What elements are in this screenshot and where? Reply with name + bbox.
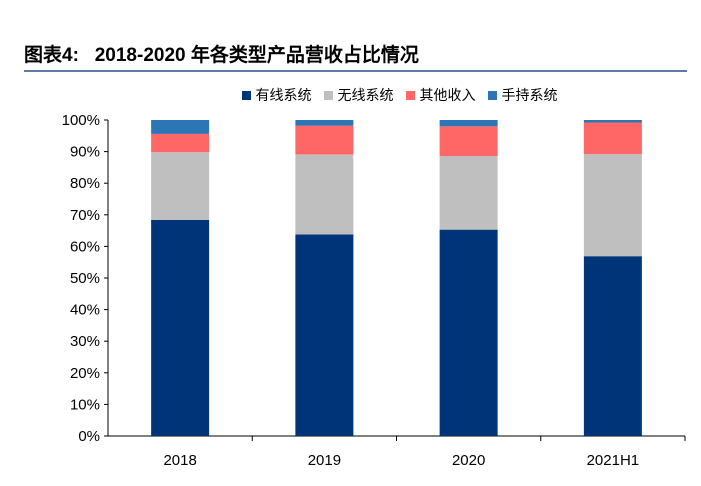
bar-segment (583, 256, 642, 436)
legend-swatch (405, 90, 415, 100)
bar-segment (583, 122, 642, 155)
y-tick-label: 60% (70, 238, 100, 255)
y-tick-label: 90% (70, 144, 100, 161)
legend: 有线系统 无线系统 其他收入 手持系统 (55, 85, 701, 105)
x-tick-label: 2018 (163, 452, 196, 469)
bar-segment (151, 133, 210, 153)
bar-segment (151, 120, 210, 134)
legend-swatch (323, 90, 333, 100)
legend-label: 无线系统 (337, 88, 394, 104)
bar-segment (439, 156, 498, 230)
legend-swatch (241, 90, 251, 100)
y-tick-label: 30% (70, 333, 100, 350)
bar-segment (295, 234, 354, 436)
chart-title: 图表4: 2018-2020 年各类型产品营收占比情况 (24, 45, 419, 66)
legend-item: 手持系统 (487, 85, 558, 105)
legend-item: 有线系统 (241, 85, 312, 105)
bar-segment (151, 219, 210, 436)
bar-segment (583, 120, 642, 123)
y-tick-label: 80% (70, 175, 100, 192)
x-tick-label: 2021H1 (587, 452, 640, 469)
bar-segment (295, 154, 354, 235)
legend-swatch (487, 90, 497, 100)
y-tick-label: 100% (62, 112, 100, 129)
title-divider (24, 70, 687, 72)
bar-segment (439, 126, 498, 157)
bar-segment (439, 120, 498, 127)
bar-segment (295, 125, 354, 155)
y-tick-label: 50% (70, 270, 100, 287)
y-tick-label: 20% (70, 365, 100, 382)
legend-label: 其他收入 (419, 88, 476, 104)
bar-segment (583, 154, 642, 257)
y-tick-label: 10% (70, 396, 100, 413)
x-tick-label: 2020 (452, 452, 485, 469)
y-tick-label: 70% (70, 207, 100, 224)
bar-segment (439, 229, 498, 436)
legend-item: 无线系统 (323, 85, 394, 105)
y-tick-label: 0% (78, 428, 100, 445)
bar-segment (151, 152, 210, 220)
legend-label: 有线系统 (255, 88, 312, 104)
y-tick-label: 40% (70, 302, 100, 319)
legend-label: 手持系统 (501, 88, 558, 104)
bar-segment (295, 120, 354, 126)
legend-item: 其他收入 (405, 85, 476, 105)
x-tick-label: 2019 (308, 452, 341, 469)
